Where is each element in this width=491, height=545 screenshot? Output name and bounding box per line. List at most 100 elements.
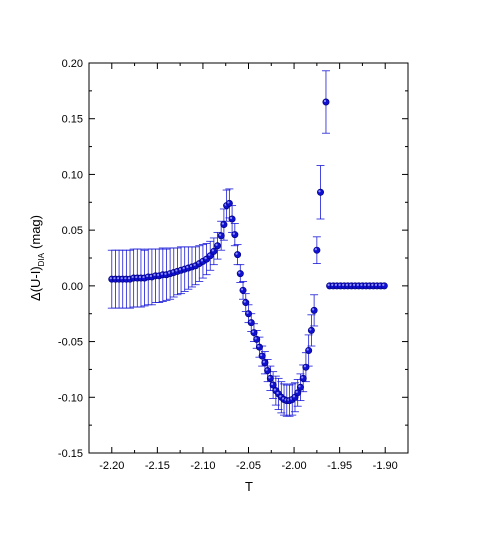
data-point-highlight	[292, 395, 296, 398]
data-point-highlight	[331, 283, 334, 286]
data-point-highlight	[197, 261, 200, 264]
data-point-highlight	[273, 388, 276, 391]
y-tick-label: 0.05	[62, 225, 83, 237]
data-point	[210, 247, 218, 255]
data-point	[307, 326, 315, 334]
data-point-highlight	[149, 274, 152, 278]
data-point-highlight	[279, 395, 282, 398]
data-point-highlight	[229, 216, 233, 220]
data-point	[234, 251, 242, 259]
data-point-highlight	[164, 272, 167, 275]
y-tick-label: 0.20	[62, 58, 83, 70]
data-point	[302, 363, 310, 371]
data-point-highlight	[251, 330, 255, 333]
data-point	[310, 306, 318, 314]
data-point-highlight	[178, 268, 182, 271]
data-point	[247, 319, 255, 327]
data-point-highlight	[382, 283, 385, 286]
y-tick-label: 0.00	[62, 281, 83, 293]
data-points	[108, 98, 388, 405]
data-point-highlight	[221, 222, 224, 225]
data-point-highlight	[327, 283, 330, 286]
data-point-highlight	[281, 397, 285, 400]
data-point-highlight	[257, 345, 260, 348]
data-point-highlight	[189, 264, 193, 268]
x-tick-label: -2.15	[145, 460, 170, 472]
data-point	[255, 343, 263, 351]
x-tick-label: -2.20	[99, 460, 124, 472]
data-point	[214, 242, 222, 250]
data-point-highlight	[175, 269, 178, 272]
x-tick-label: -2.10	[190, 460, 215, 472]
tick-labels: -2.20 -2.15 -2.10 -2.05 -2.00 -1.95 -1.90 0.20 0…	[58, 58, 398, 472]
data-point-highlight	[127, 277, 131, 280]
data-point-highlight	[200, 259, 204, 262]
data-point-highlight	[120, 277, 123, 280]
data-point	[217, 232, 225, 240]
data-point	[322, 98, 330, 106]
x-tick-label: -1.95	[327, 460, 352, 472]
data-point-highlight	[371, 283, 374, 286]
data-point-highlight	[367, 283, 370, 286]
y-axis-title: Δ(U-I)DIA (mag)	[28, 215, 46, 301]
data-point-highlight	[246, 311, 249, 314]
plot-frame	[88, 62, 409, 454]
data-point-highlight	[243, 300, 246, 303]
data-point	[264, 367, 272, 375]
data-point-highlight	[113, 277, 116, 280]
data-point-highlight	[124, 277, 127, 280]
data-point	[220, 221, 228, 229]
data-point-highlight	[186, 265, 189, 269]
data-point-highlight	[260, 353, 263, 357]
data-point	[225, 199, 233, 207]
data-point	[239, 286, 247, 294]
y-tick-label: -0.10	[58, 392, 83, 404]
data-point-highlight	[215, 243, 218, 246]
x-tick-label: -2.00	[282, 460, 307, 472]
data-point-highlight	[334, 283, 338, 286]
data-point-highlight	[295, 390, 298, 393]
data-point	[250, 329, 258, 337]
data-point	[242, 299, 250, 307]
y-axis-title-unit: (mag)	[28, 215, 43, 249]
data-point	[296, 383, 304, 391]
data-point-highlight	[301, 376, 304, 379]
y-tick-label: -0.05	[58, 337, 83, 349]
data-point-highlight	[146, 274, 149, 278]
y-tick-label: -0.15	[58, 448, 83, 460]
data-point-highlight	[208, 253, 211, 256]
data-point-highlight	[309, 328, 312, 331]
data-point-highlight	[182, 267, 185, 270]
data-point-highlight	[265, 368, 268, 371]
data-point-highlight	[219, 233, 222, 236]
data-point-highlight	[356, 283, 359, 286]
data-point-highlight	[374, 283, 378, 286]
data-point	[231, 231, 239, 239]
data-point-highlight	[303, 365, 307, 368]
data-point-highlight	[314, 248, 317, 251]
data-point-highlight	[276, 391, 279, 395]
data-point-highlight	[363, 283, 367, 286]
data-point-highlight	[240, 288, 244, 291]
data-point-highlight	[342, 283, 345, 286]
data-point	[317, 188, 325, 196]
data-point	[380, 282, 388, 290]
y-axis-title-main: Δ(U-I)	[28, 266, 43, 301]
data-point-highlight	[271, 382, 274, 386]
data-point-highlight	[360, 283, 363, 286]
data-point-highlight	[204, 257, 207, 260]
data-point-highlight	[338, 283, 341, 286]
data-point-highlight	[135, 275, 138, 279]
data-point-highlight	[349, 283, 352, 286]
data-point	[245, 310, 253, 318]
data-point-highlight	[298, 385, 301, 388]
data-point-highlight	[131, 275, 134, 279]
data-point	[266, 374, 274, 382]
data-point-highlight	[232, 232, 235, 235]
data-point-highlight	[153, 273, 156, 276]
data-point-highlight	[323, 99, 327, 103]
data-point	[299, 374, 307, 382]
data-point-highlight	[211, 249, 214, 252]
data-point	[253, 335, 261, 343]
